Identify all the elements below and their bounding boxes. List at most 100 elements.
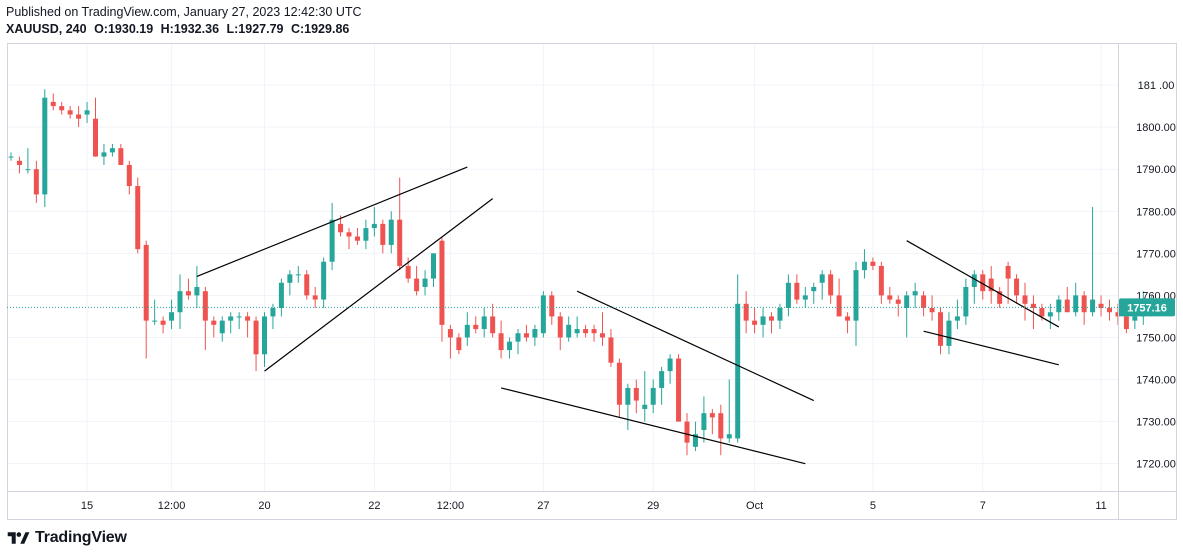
candle-body xyxy=(870,261,876,266)
candle-body xyxy=(447,329,453,338)
candle-body xyxy=(253,320,259,355)
candle-body xyxy=(464,324,470,338)
flag-lower-trendline xyxy=(923,330,1059,366)
candle-up xyxy=(194,265,200,309)
candle-body xyxy=(507,341,513,351)
chart-area[interactable]: 1720.00 1730.00 1740.00 1750.00 1760.00 1770.… xyxy=(7,43,1177,520)
candle-body xyxy=(262,316,267,355)
candle-down xyxy=(557,312,563,351)
candle-body xyxy=(633,387,639,401)
candle-down xyxy=(929,295,935,321)
symbol-legend: XAUUSD, 240 O:1930.19 H:1932.36 L:1927.7… xyxy=(6,22,353,36)
candle-up xyxy=(278,278,284,317)
candle-up xyxy=(861,249,867,279)
candle-body xyxy=(785,282,791,309)
candle-body xyxy=(853,270,859,321)
price-tick-label: 181 .00 xyxy=(1138,80,1175,92)
candle-up xyxy=(625,383,631,431)
candle-down xyxy=(447,324,453,359)
candle-body xyxy=(887,295,893,300)
candle-up xyxy=(701,396,707,443)
candle-body xyxy=(718,413,724,439)
candle-body xyxy=(59,106,65,111)
symbol-name[interactable]: XAUUSD, 240 xyxy=(6,22,87,36)
close-value: C:1929.86 xyxy=(290,22,350,36)
candle-body xyxy=(76,114,82,119)
candle-body xyxy=(1039,308,1045,317)
candle-body xyxy=(938,312,943,346)
trendlines xyxy=(196,166,1060,465)
candle-down xyxy=(608,329,614,367)
candle-up xyxy=(963,278,969,325)
candle-body xyxy=(219,320,225,334)
candle-body xyxy=(701,413,707,431)
candle-body xyxy=(431,253,436,279)
candle-up xyxy=(431,253,436,287)
candle-up xyxy=(42,89,48,208)
candle-up xyxy=(321,257,327,309)
candle-up xyxy=(464,312,470,346)
candle-down xyxy=(93,97,98,157)
candle-body xyxy=(566,324,572,338)
candle-body xyxy=(1005,265,1011,279)
candle-body xyxy=(954,316,960,321)
candle-up xyxy=(566,316,572,342)
candle-body xyxy=(1098,303,1104,309)
price-tick-label: 1740.00 xyxy=(1136,375,1176,387)
candle-body xyxy=(397,219,403,266)
candle-body xyxy=(988,278,994,292)
candle-body xyxy=(667,358,673,372)
candle-up xyxy=(84,101,90,123)
candle-up xyxy=(1090,207,1096,317)
candle-up xyxy=(946,312,952,355)
candle-body xyxy=(363,228,369,241)
candle-body xyxy=(371,223,377,229)
candle-body xyxy=(312,295,318,300)
falling-wedge-upper-trendline xyxy=(576,290,815,402)
candle-body xyxy=(211,320,217,325)
candle-body xyxy=(650,387,656,405)
candle-up xyxy=(1047,303,1053,330)
candle-down xyxy=(312,286,318,309)
candle-body xyxy=(980,274,986,292)
candle-up xyxy=(236,312,242,330)
candle-down xyxy=(67,106,73,119)
candle-up xyxy=(667,354,673,384)
candle-body xyxy=(608,337,614,363)
falling-wedge-lower-trendline xyxy=(500,387,806,465)
candle-down xyxy=(160,316,166,334)
candle-body xyxy=(1107,308,1112,313)
candle-body xyxy=(118,148,124,165)
published-caption: Published on TradingView.com, January 27… xyxy=(6,5,362,19)
candle-body xyxy=(329,219,335,262)
candle-down xyxy=(211,316,217,338)
time-tick-label: 22 xyxy=(368,500,380,512)
candle-body xyxy=(743,303,749,321)
candle-body xyxy=(498,333,504,351)
rising-wedge-lower-trendline xyxy=(264,198,494,372)
candle-body xyxy=(473,324,479,330)
candle-up xyxy=(371,207,377,237)
candle-body xyxy=(8,156,14,158)
candle-body xyxy=(236,316,242,318)
tradingview-footer[interactable]: TradingView xyxy=(6,527,127,549)
flag-upper-trendline xyxy=(906,240,1060,328)
candle-up xyxy=(295,265,301,283)
candle-up xyxy=(515,329,521,355)
time-tick-label: 29 xyxy=(647,500,659,512)
candle-down xyxy=(354,228,360,245)
candle-up xyxy=(101,143,107,165)
price-tick-label: 1750.00 xyxy=(1136,332,1176,344)
candlestick-chart[interactable]: 1720.001730.001740.001750.001760.001770.… xyxy=(7,43,1177,520)
candle-body xyxy=(287,274,293,283)
candle-down xyxy=(895,295,901,317)
candle-down xyxy=(980,270,986,300)
candle-body xyxy=(194,286,200,296)
candle-body xyxy=(245,316,251,321)
candle-up xyxy=(25,148,31,174)
candle-body xyxy=(794,282,800,300)
candle-down xyxy=(523,324,529,342)
candle-up xyxy=(540,291,546,338)
candle-down xyxy=(549,291,555,325)
low-value: L:1927.79 xyxy=(226,22,284,36)
